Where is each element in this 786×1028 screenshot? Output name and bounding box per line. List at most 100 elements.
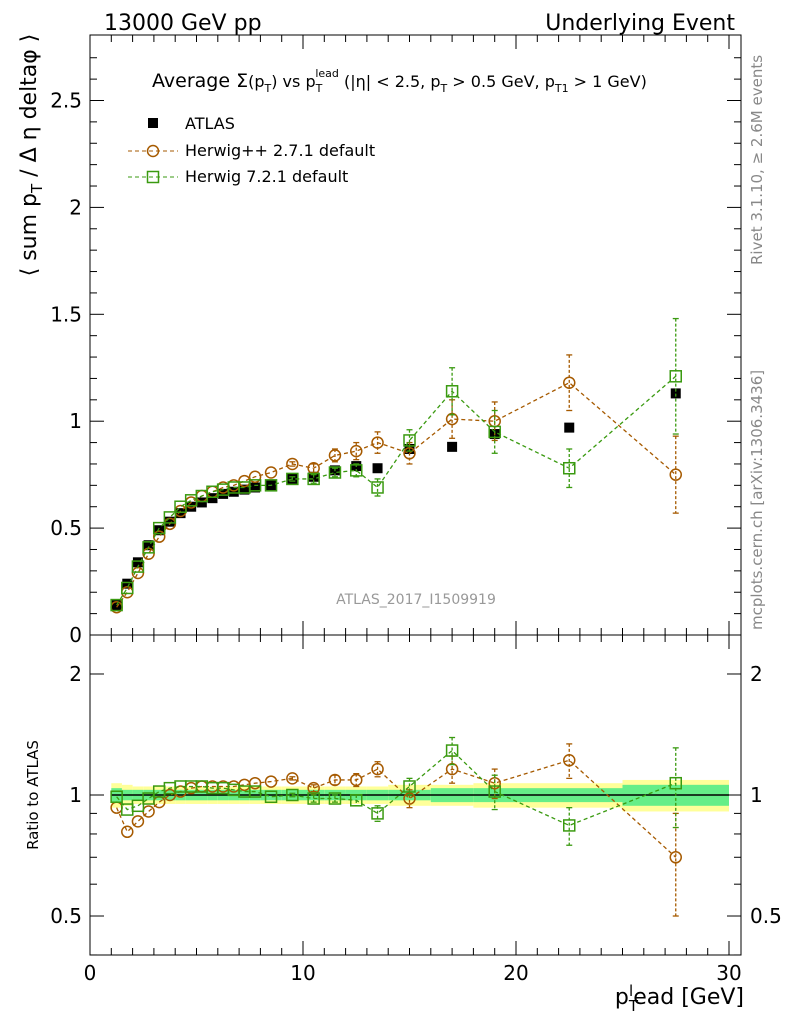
axes: 0 10 20 30 0 0.5 1 1.5 2 2.5 0.5 0.5 1 1 2 2 bbox=[50, 34, 782, 985]
atlas-point bbox=[218, 488, 229, 499]
herwig7-point bbox=[563, 461, 576, 475]
legend-herwig7-marker bbox=[146, 170, 160, 184]
legend-atlas-marker bbox=[148, 118, 158, 128]
atlas-point bbox=[154, 525, 165, 536]
herwigpp-point bbox=[403, 447, 416, 460]
herwig7-point bbox=[121, 581, 134, 595]
herwig7-point bbox=[110, 598, 123, 612]
xtick-label: 0 bbox=[84, 961, 97, 985]
ratio-herwig7-point bbox=[563, 819, 576, 832]
herwigpp-point bbox=[264, 466, 278, 479]
atlas-point bbox=[132, 557, 143, 568]
herwigpp-point bbox=[563, 376, 576, 389]
legend: ATLAS Herwig++ 2.7.1 default Herwig 7.2.… bbox=[128, 114, 375, 186]
herwig7-point bbox=[669, 370, 682, 383]
ratio-herwig7-point bbox=[371, 807, 384, 820]
atlas-point bbox=[564, 422, 575, 433]
herwig7-point bbox=[371, 481, 384, 494]
herwigpp-point bbox=[669, 468, 682, 481]
herwig7-point bbox=[142, 541, 155, 554]
ratio-herwigpp-point bbox=[248, 776, 262, 790]
analysis-watermark: ATLAS_2017_I1509919 bbox=[336, 592, 496, 608]
xtick-label: 10 bbox=[290, 961, 315, 985]
top-ytick-label: 1 bbox=[69, 409, 82, 433]
atlas-point bbox=[186, 501, 197, 512]
ratio-herwigpp-point bbox=[307, 781, 320, 795]
ratio-herwig7-point bbox=[403, 780, 416, 793]
ratio-herwigpp-point bbox=[371, 762, 384, 776]
mcplots-label: mcplots.cern.ch [arXiv:1306.3436] bbox=[748, 370, 766, 630]
top-ytick-label: 0.5 bbox=[50, 516, 82, 540]
ratio-ytick-label: 2 bbox=[69, 662, 82, 686]
atlas-point bbox=[250, 482, 261, 493]
legend-herwigpp-marker bbox=[146, 144, 160, 158]
top-ytick-label: 0 bbox=[69, 623, 82, 647]
herwig7-point bbox=[403, 434, 416, 447]
ratio-herwigpp-point bbox=[163, 788, 177, 802]
ratio-herwig7-point bbox=[488, 785, 501, 798]
ratio-herwigpp-point bbox=[152, 795, 166, 809]
ratio-herwig7-point bbox=[248, 785, 262, 798]
herwigpp-point bbox=[307, 461, 320, 475]
herwigpp-point bbox=[248, 470, 262, 484]
herwigpp-point bbox=[163, 517, 177, 531]
atlas-point bbox=[447, 441, 458, 452]
herwig7-point bbox=[131, 560, 145, 573]
ratio-herwigpp-point bbox=[350, 773, 363, 787]
herwig7-point bbox=[445, 385, 459, 398]
ratio-herwig7-point bbox=[328, 792, 342, 805]
data-marks bbox=[110, 317, 682, 917]
rivet-label: Rivet 3.1.10, ≥ 2.6M events bbox=[748, 55, 766, 265]
top-ytick-label: 1.5 bbox=[50, 302, 82, 326]
herwig7-point bbox=[350, 464, 363, 477]
top-ylabel: ⟨ sum pT / Δ η deltaφ ⟩ bbox=[17, 34, 46, 277]
atlas-point bbox=[196, 497, 207, 508]
ratio-herwig7-point bbox=[286, 788, 299, 802]
ratio-herwigpp-point bbox=[238, 778, 251, 792]
ratio-ytick-label: 1 bbox=[69, 783, 82, 807]
legend-herwigpp-label: Herwig++ 2.7.1 default bbox=[185, 141, 375, 160]
ratio-herwigpp-point bbox=[403, 792, 416, 805]
herwigpp-point bbox=[328, 449, 342, 462]
header-left: 13000 GeV pp bbox=[104, 11, 262, 36]
xtick-label: 30 bbox=[716, 961, 741, 985]
herwig7-point bbox=[488, 425, 501, 439]
herwigpp-point bbox=[371, 436, 384, 449]
herwig7-point bbox=[264, 479, 278, 492]
ratio-herwigpp-point bbox=[131, 815, 145, 828]
atlas-point bbox=[228, 486, 239, 497]
ratio-herwig7-point bbox=[142, 792, 155, 805]
ratio-herwigpp-point bbox=[563, 754, 576, 767]
herwig7-point bbox=[307, 472, 320, 486]
ratio-herwigpp-point bbox=[328, 773, 342, 787]
xtick-label: 20 bbox=[503, 961, 528, 985]
ratio-herwigpp-point bbox=[264, 775, 278, 788]
atlas-point bbox=[207, 493, 218, 504]
herwig7-point bbox=[163, 511, 177, 524]
ratio-herwigpp-line bbox=[116, 759, 677, 858]
ratio-herwig7-point bbox=[350, 794, 363, 807]
ratio-herwigpp-point bbox=[142, 805, 155, 818]
atlas-point bbox=[164, 516, 175, 527]
ratio-ytick-label-right: 2 bbox=[750, 662, 763, 686]
ratio-herwig7-point bbox=[131, 799, 145, 813]
top-ytick-label: 2 bbox=[69, 195, 82, 219]
herwigpp-point bbox=[152, 530, 166, 543]
atlas-point bbox=[143, 540, 154, 551]
ratio-herwig7-point bbox=[264, 790, 278, 804]
ratio-herwig7-point bbox=[445, 744, 459, 757]
herwigpp-point bbox=[350, 444, 363, 458]
herwig7-line bbox=[116, 375, 677, 606]
atlas-point bbox=[372, 463, 383, 474]
ratio-herwigpp-point bbox=[286, 772, 299, 785]
ratio-ytick-label: 0.5 bbox=[50, 904, 82, 928]
ratio-herwig7-point bbox=[110, 790, 123, 804]
header-right: Underlying Event bbox=[545, 11, 735, 36]
ratio-herwig7-point bbox=[669, 776, 682, 790]
herwig7-point bbox=[328, 466, 342, 479]
top-ytick-label: 2.5 bbox=[50, 89, 82, 113]
atlas-point bbox=[175, 508, 186, 519]
ratio-herwigpp-point bbox=[121, 825, 134, 839]
